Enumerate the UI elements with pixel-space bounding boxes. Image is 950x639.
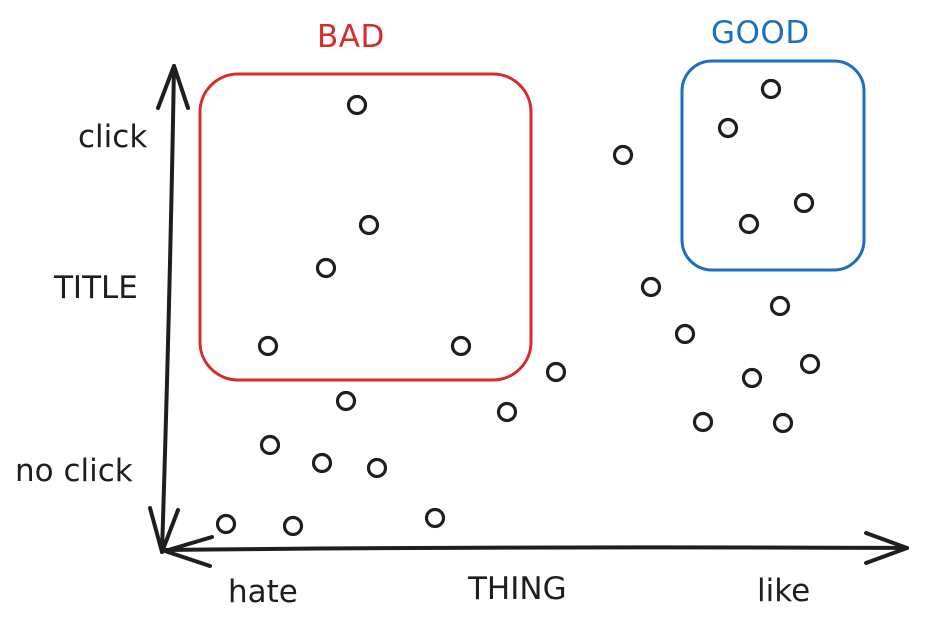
x-axis-right-label: like <box>757 573 811 609</box>
y-axis-top-label: click <box>78 119 148 155</box>
data-point <box>741 367 763 389</box>
y-axis-title: TITLE <box>54 270 138 306</box>
data-point <box>738 213 760 235</box>
data-point <box>760 78 782 100</box>
x-axis-title: THING <box>468 571 567 607</box>
y-axis-line <box>160 64 176 554</box>
data-point <box>346 94 368 116</box>
x-axis-arrowhead-right <box>864 531 909 565</box>
y-axis <box>148 64 190 554</box>
data-point <box>496 401 518 423</box>
data-point <box>257 335 279 357</box>
y-axis-bottom-label: no click <box>15 453 133 489</box>
data-point <box>282 515 304 537</box>
data-point <box>358 214 380 236</box>
data-point <box>674 323 696 345</box>
x-axis-line <box>161 545 909 552</box>
data-point <box>424 507 446 529</box>
data-point <box>450 335 472 357</box>
bad-region-title: BAD <box>317 19 385 55</box>
x-axis-left-label: hate <box>228 574 298 610</box>
data-point <box>769 295 791 317</box>
bad-region-box <box>198 72 533 382</box>
data-points <box>215 78 821 537</box>
data-point <box>545 361 567 383</box>
data-point <box>335 390 357 412</box>
data-point <box>717 117 739 139</box>
data-point <box>692 411 714 433</box>
data-point <box>772 412 794 434</box>
data-point <box>612 144 634 166</box>
y-axis-arrowhead-bottom <box>148 506 180 554</box>
data-point <box>311 452 333 474</box>
good-region-title: GOOD <box>711 15 810 51</box>
data-point <box>640 276 662 298</box>
data-point <box>315 257 337 279</box>
good-region-box <box>680 59 866 272</box>
data-point <box>259 434 281 456</box>
data-point <box>215 513 237 535</box>
data-point <box>793 192 815 214</box>
data-point <box>799 353 821 375</box>
x-axis-arrowhead-left <box>163 535 214 568</box>
data-point <box>366 457 388 479</box>
x-axis <box>161 531 909 568</box>
y-axis-arrowhead-top <box>156 64 190 110</box>
